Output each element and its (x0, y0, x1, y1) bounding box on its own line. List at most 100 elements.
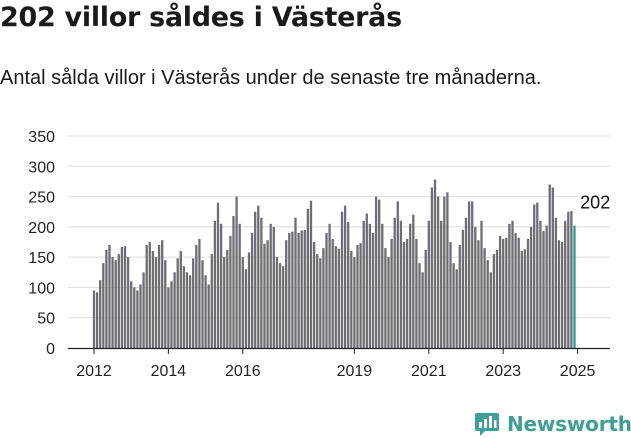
bar (399, 220, 403, 348)
bar (446, 192, 449, 348)
bar (405, 238, 409, 348)
bar (464, 217, 468, 348)
bar (331, 238, 334, 348)
bar (148, 242, 151, 348)
x-tick-label: 2023 (485, 363, 521, 380)
bar (151, 251, 155, 348)
bar (545, 225, 548, 348)
bar (130, 281, 133, 348)
bar (486, 260, 489, 348)
bar (223, 257, 226, 348)
brand-logo[interactable]: Newsworthy (474, 409, 631, 439)
bar (114, 260, 117, 348)
bar (458, 245, 461, 348)
bar (365, 213, 368, 348)
bar (176, 258, 179, 348)
bar (235, 196, 238, 348)
bar (111, 257, 114, 348)
bar (126, 257, 130, 348)
bar (483, 248, 486, 348)
bar (164, 260, 167, 348)
bar (511, 220, 514, 348)
bar (560, 242, 564, 348)
bar (436, 196, 440, 348)
bars (92, 179, 576, 348)
y-tick-label: 250 (28, 190, 55, 207)
y-tick-label: 0 (46, 341, 55, 358)
y-tick-label: 150 (28, 250, 55, 267)
bar (415, 238, 418, 348)
bar (542, 231, 545, 348)
bar (123, 246, 127, 348)
annotation-bg (577, 191, 614, 214)
y-tick-label: 100 (28, 280, 55, 297)
bar (254, 211, 257, 348)
bar (306, 208, 310, 348)
bar (272, 226, 275, 348)
bar (529, 226, 533, 348)
x-axis: 2012 2014 2016 2019 2021 2023 2025 (68, 347, 610, 380)
bar (514, 232, 517, 348)
bar (350, 251, 353, 348)
bar (520, 251, 523, 348)
bar (157, 245, 161, 348)
bar (204, 275, 207, 348)
bar (455, 269, 458, 348)
bar (312, 242, 316, 348)
bar (498, 235, 502, 348)
bar (368, 223, 372, 348)
bar (384, 248, 387, 348)
x-tick-label: 2025 (560, 363, 596, 380)
bar (362, 220, 365, 348)
bar (210, 254, 213, 348)
bar (359, 243, 362, 348)
bar-latest (573, 225, 576, 348)
brand-name: Newsworthy (507, 412, 631, 436)
bar (229, 235, 232, 348)
bar (232, 215, 235, 348)
bar (145, 245, 148, 348)
bar (213, 220, 217, 348)
bar (374, 196, 378, 348)
bar (309, 200, 313, 348)
bar (297, 232, 300, 348)
bar (449, 242, 452, 348)
bar (343, 205, 347, 348)
bar (539, 220, 542, 348)
chart-subtitle: Antal sålda villor i Västerås under de s… (0, 67, 542, 89)
bar (471, 201, 474, 348)
bar (105, 249, 108, 348)
bar (316, 254, 319, 348)
bar (564, 220, 567, 348)
bar (192, 258, 195, 348)
x-tick-label: 2021 (411, 363, 447, 380)
bar (536, 202, 539, 348)
bar (300, 230, 303, 348)
bar (492, 254, 496, 348)
bar (523, 249, 527, 348)
y-tick-label: 300 (28, 159, 55, 176)
bar (412, 214, 415, 348)
y-tick-label: 50 (37, 311, 55, 328)
bar (381, 223, 384, 348)
bar (185, 272, 189, 348)
bar (247, 252, 251, 348)
bar (95, 292, 99, 348)
bar (461, 229, 465, 348)
bar (281, 266, 285, 348)
bar (378, 199, 381, 348)
bar (102, 263, 105, 348)
bar (136, 290, 139, 348)
annotation: 202 (577, 191, 614, 214)
bar (567, 211, 570, 348)
bar (533, 204, 536, 348)
bar (92, 290, 96, 348)
bar (257, 205, 260, 348)
x-tick-label: 2014 (151, 363, 187, 380)
bar (139, 284, 142, 348)
bar (154, 257, 158, 348)
bar (173, 272, 176, 348)
bar (170, 281, 173, 348)
bar (517, 237, 520, 348)
